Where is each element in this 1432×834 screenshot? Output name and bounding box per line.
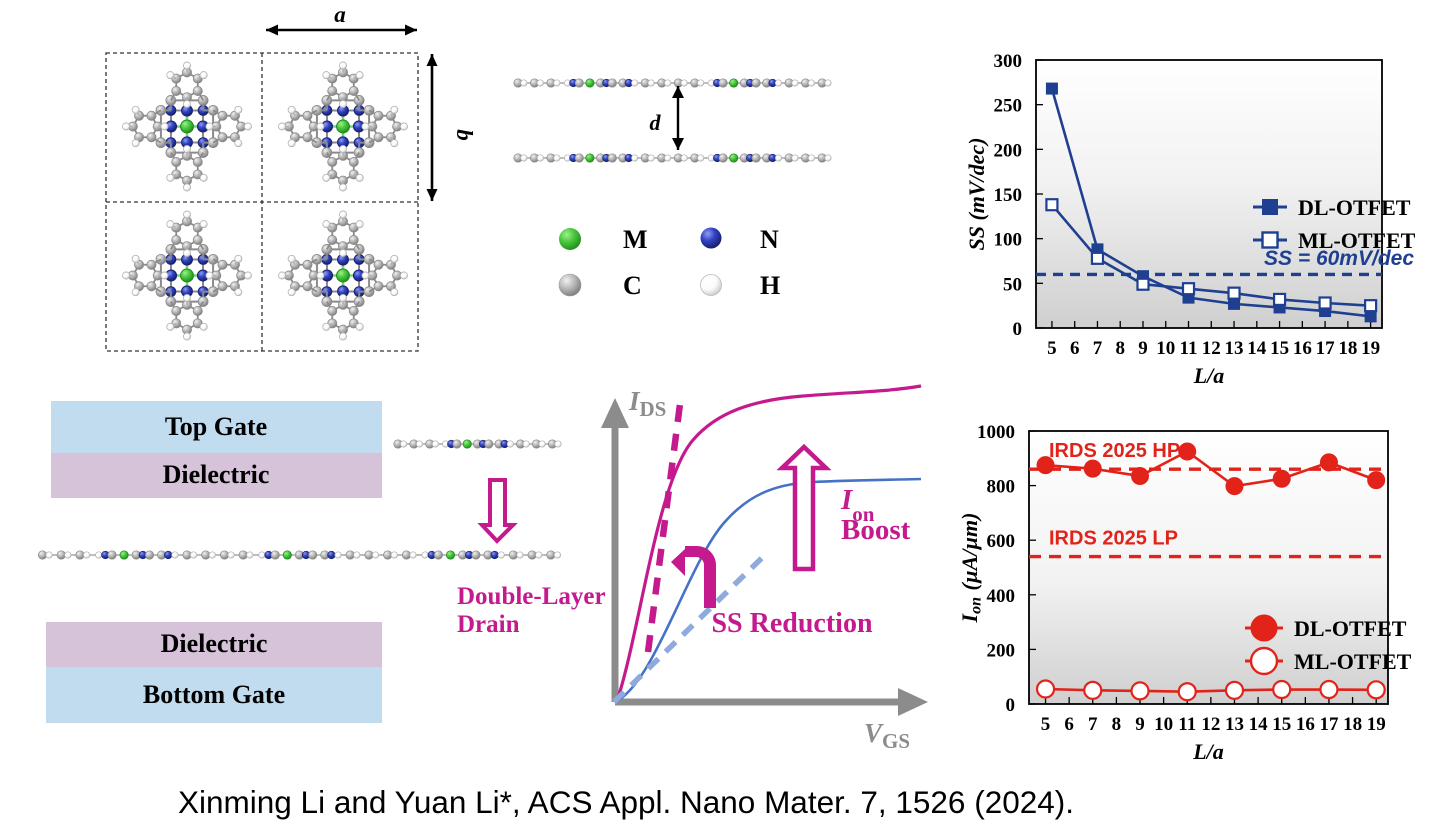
svg-text:N: N <box>760 225 779 254</box>
svg-text:IRDS 2025 LP: IRDS 2025 LP <box>1049 528 1178 550</box>
svg-text:9: 9 <box>1138 338 1148 359</box>
svg-text:17: 17 <box>1319 714 1339 735</box>
svg-text:DL-OTFET: DL-OTFET <box>1298 195 1411 220</box>
svg-text:SS Reduction: SS Reduction <box>711 608 872 639</box>
svg-text:19: 19 <box>1361 338 1380 359</box>
svg-text:Dielectric: Dielectric <box>163 460 270 489</box>
svg-text:11: 11 <box>1180 338 1198 359</box>
svg-text:10: 10 <box>1154 714 1173 735</box>
svg-text:250: 250 <box>994 96 1023 117</box>
svg-text:6: 6 <box>1070 338 1080 359</box>
svg-text:7: 7 <box>1088 714 1098 735</box>
svg-text:13: 13 <box>1225 714 1244 735</box>
svg-text:5: 5 <box>1047 338 1057 359</box>
svg-text:16: 16 <box>1293 338 1312 359</box>
svg-text:Drain: Drain <box>457 611 520 638</box>
svg-text:8: 8 <box>1115 338 1125 359</box>
svg-text:300: 300 <box>994 51 1023 72</box>
svg-text:Boost: Boost <box>841 514 911 546</box>
svg-text:15: 15 <box>1270 338 1289 359</box>
svg-text:Double-Layer: Double-Layer <box>457 583 606 610</box>
svg-text:a: a <box>334 2 346 27</box>
svg-text:16: 16 <box>1296 714 1315 735</box>
svg-text:12: 12 <box>1202 338 1221 359</box>
svg-text:600: 600 <box>987 531 1016 552</box>
svg-text:DL-OTFET: DL-OTFET <box>1294 616 1407 641</box>
svg-text:150: 150 <box>994 185 1023 206</box>
svg-text:SS (mV/dec): SS (mV/dec) <box>964 137 989 250</box>
svg-text:ML-OTFET: ML-OTFET <box>1298 228 1416 253</box>
svg-text:Xinming Li and Yuan Li*, ACS A: Xinming Li and Yuan Li*, ACS Appl. Nano … <box>178 784 1074 820</box>
svg-text:14: 14 <box>1249 714 1269 735</box>
svg-text:0: 0 <box>1013 319 1023 340</box>
svg-text:L/a: L/a <box>1192 739 1224 764</box>
svg-text:10: 10 <box>1156 338 1175 359</box>
svg-text:ML-OTFET: ML-OTFET <box>1294 649 1412 674</box>
svg-text:18: 18 <box>1343 714 1362 735</box>
svg-text:8: 8 <box>1112 714 1122 735</box>
svg-text:18: 18 <box>1338 338 1357 359</box>
svg-text:M: M <box>623 225 648 254</box>
svg-text:Bottom Gate: Bottom Gate <box>143 680 285 709</box>
svg-text:17: 17 <box>1316 338 1336 359</box>
svg-text:5: 5 <box>1041 714 1051 735</box>
svg-text:50: 50 <box>1003 274 1022 295</box>
svg-text:0: 0 <box>1006 695 1016 716</box>
svg-text:C: C <box>623 271 642 300</box>
svg-text:7: 7 <box>1093 338 1103 359</box>
svg-text:12: 12 <box>1201 714 1220 735</box>
svg-text:800: 800 <box>987 477 1016 498</box>
svg-text:d: d <box>650 110 662 135</box>
svg-text:Dielectric: Dielectric <box>161 629 268 658</box>
svg-text:b: b <box>452 129 477 141</box>
svg-text:14: 14 <box>1247 338 1267 359</box>
svg-text:200: 200 <box>987 640 1016 661</box>
svg-text:Top Gate: Top Gate <box>165 412 267 441</box>
svg-text:19: 19 <box>1367 714 1386 735</box>
svg-text:L/a: L/a <box>1193 363 1225 388</box>
svg-text:9: 9 <box>1135 714 1145 735</box>
svg-text:H: H <box>760 271 780 300</box>
svg-text:15: 15 <box>1272 714 1291 735</box>
svg-text:200: 200 <box>994 140 1023 161</box>
svg-text:IRDS 2025 HP: IRDS 2025 HP <box>1049 440 1180 462</box>
svg-text:100: 100 <box>994 230 1023 251</box>
svg-text:13: 13 <box>1225 338 1244 359</box>
svg-text:1000: 1000 <box>977 422 1015 443</box>
svg-text:6: 6 <box>1064 714 1074 735</box>
svg-text:11: 11 <box>1178 714 1196 735</box>
svg-text:400: 400 <box>987 586 1016 607</box>
